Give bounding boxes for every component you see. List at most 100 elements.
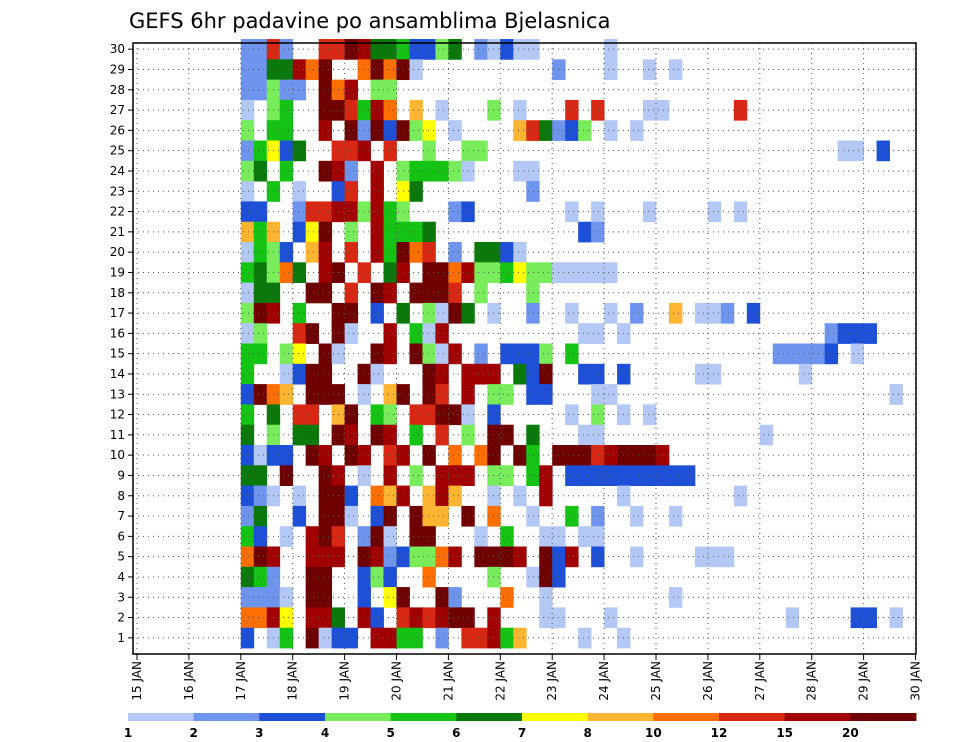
heatmap-cell (422, 404, 436, 426)
heatmap-cell (344, 160, 358, 182)
heatmap-cell (318, 384, 333, 405)
heatmap-cell (253, 39, 268, 60)
heatmap-cell (357, 363, 371, 385)
heatmap-cell (383, 384, 397, 405)
heatmap-cell (500, 384, 514, 405)
heatmap-cell (733, 485, 748, 507)
x-tick-label: 26 JAN (701, 661, 715, 701)
heatmap-cell (357, 262, 371, 284)
y-tick-label: 16 (110, 326, 125, 340)
heatmap-cell (422, 363, 436, 385)
heatmap-cell (370, 526, 384, 547)
heatmap-cell (344, 302, 358, 324)
heatmap-cell (591, 404, 605, 426)
heatmap-cell (759, 424, 774, 446)
heatmap-cell (604, 120, 618, 141)
colorbar-label: 12 (711, 726, 728, 740)
colorbar-label: 4 (321, 726, 329, 740)
heatmap-cell (643, 465, 657, 487)
heatmap-cell (240, 424, 255, 446)
y-tick-label: 9 (117, 468, 125, 482)
heatmap-cell (591, 201, 605, 223)
heatmap-cell (409, 465, 423, 487)
heatmap-cell (448, 587, 462, 608)
heatmap-cell (240, 323, 255, 344)
heatmap-cell (357, 465, 371, 487)
heatmap-cell (435, 424, 449, 446)
heatmap-cell (539, 262, 553, 284)
heatmap-cell (292, 59, 307, 81)
heatmap-cell (409, 181, 423, 202)
heatmap-cell (798, 343, 813, 365)
heatmap-cell (539, 363, 553, 385)
heatmap-cell (370, 343, 384, 365)
y-tick-label: 5 (117, 550, 125, 564)
heatmap-cell (253, 546, 268, 568)
heatmap-cell (318, 566, 333, 588)
colorbar-swatch (719, 713, 786, 721)
heatmap-cell (370, 424, 384, 446)
heatmap-cell (383, 120, 397, 141)
x-tick-label: 29 JAN (857, 661, 871, 701)
heatmap-cell (292, 262, 307, 284)
heatmap-cell (435, 546, 449, 568)
heatmap-cell (357, 201, 371, 223)
heatmap-cell (526, 566, 540, 588)
heatmap-cell (513, 242, 527, 263)
heatmap-cell (513, 99, 527, 121)
heatmap-cell (292, 181, 307, 202)
heatmap-cell (500, 526, 514, 547)
heatmap-cell (370, 282, 384, 304)
heatmap-cell (383, 262, 397, 284)
heatmap-cell (370, 160, 384, 182)
heatmap-cell (604, 302, 618, 324)
heatmap-cell (357, 587, 371, 608)
heatmap-cell (253, 566, 268, 588)
heatmap-cell (422, 120, 436, 141)
heatmap-cell (318, 363, 333, 385)
heatmap-cell (383, 465, 397, 487)
heatmap-cell (565, 505, 579, 527)
heatmap-cell (565, 302, 579, 324)
heatmap-cell (889, 384, 903, 405)
heatmap-cell (565, 120, 579, 141)
heatmap-cell (253, 323, 268, 344)
heatmap-cell (824, 323, 839, 344)
x-tick-label: 27 JAN (753, 661, 767, 701)
heatmap-cell (474, 242, 488, 263)
heatmap-cell (422, 526, 436, 547)
heatmap-cell (292, 221, 307, 243)
heatmap-cell (850, 323, 865, 344)
heatmap-cell (435, 99, 449, 121)
heatmap-cell (448, 546, 462, 568)
heatmap-cell (578, 526, 592, 547)
heatmap-cell (824, 343, 839, 365)
heatmap-cell (357, 120, 371, 141)
x-tick-label: 19 JAN (338, 661, 352, 701)
heatmap-cell (694, 302, 709, 324)
heatmap-cell (305, 404, 320, 426)
heatmap-cell (785, 607, 800, 629)
heatmap-cell (513, 485, 527, 507)
heatmap-cell (448, 242, 462, 263)
heatmap-cell (487, 363, 501, 385)
heatmap-cell (344, 201, 358, 223)
heatmap-cell (344, 282, 358, 304)
y-tick-label: 25 (110, 144, 125, 158)
heatmap-cell (370, 627, 384, 649)
heatmap-cell (318, 99, 333, 121)
y-tick-label: 13 (110, 387, 125, 401)
y-tick-label: 6 (117, 529, 125, 543)
heatmap-cell (383, 343, 397, 365)
heatmap-cell (253, 485, 268, 507)
heatmap-cell (474, 39, 488, 60)
y-tick-label: 12 (110, 408, 125, 422)
heatmap-cell (253, 140, 268, 162)
x-axis-ticks: 15 JAN 16 JAN 17 JAN 18 JAN 19 JAN 20 JAN 21 J… (130, 654, 923, 701)
colorbar-swatch (784, 713, 851, 721)
heatmap-cell (253, 262, 268, 284)
heatmap-cell (474, 546, 488, 568)
heatmap-cell (707, 201, 722, 223)
heatmap-cell (279, 343, 294, 365)
heatmap-cell (500, 587, 514, 608)
